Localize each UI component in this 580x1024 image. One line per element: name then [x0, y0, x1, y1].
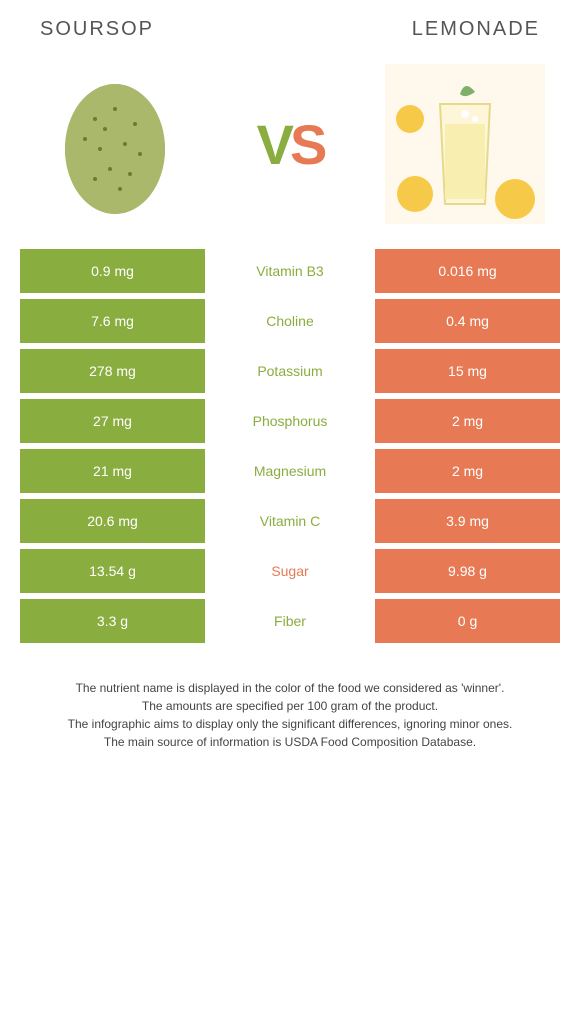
- cell-right-value: 2 mg: [375, 399, 560, 443]
- table-row: 0.9 mgVitamin B30.016 mg: [20, 249, 560, 293]
- footer-line4: The main source of information is USDA F…: [30, 733, 550, 751]
- cell-left-value: 7.6 mg: [20, 299, 205, 343]
- cell-left-value: 3.3 g: [20, 599, 205, 643]
- cell-right-value: 2 mg: [375, 449, 560, 493]
- cell-right-value: 0.016 mg: [375, 249, 560, 293]
- table-row: 20.6 mgVitamin C3.9 mg: [20, 499, 560, 543]
- cell-nutrient-name: Vitamin C: [205, 499, 375, 543]
- cell-right-value: 0.4 mg: [375, 299, 560, 343]
- footer-line3: The infographic aims to display only the…: [30, 715, 550, 733]
- cell-right-value: 0 g: [375, 599, 560, 643]
- cell-nutrient-name: Choline: [205, 299, 375, 343]
- cell-right-value: 9.98 g: [375, 549, 560, 593]
- cell-left-value: 27 mg: [20, 399, 205, 443]
- title-left: Soursop: [40, 18, 154, 41]
- vs-label: VS: [257, 112, 324, 177]
- footer-notes: The nutrient name is displayed in the co…: [0, 649, 580, 771]
- cell-nutrient-name: Vitamin B3: [205, 249, 375, 293]
- table-row: 27 mgPhosphorus2 mg: [20, 399, 560, 443]
- title-right: Lemonade: [412, 18, 540, 41]
- soursop-image: [30, 59, 200, 229]
- cell-right-value: 3.9 mg: [375, 499, 560, 543]
- header: Soursop Lemonade: [0, 0, 580, 49]
- footer-line1: The nutrient name is displayed in the co…: [30, 679, 550, 697]
- table-row: 278 mgPotassium15 mg: [20, 349, 560, 393]
- footer-line2: The amounts are specified per 100 gram o…: [30, 697, 550, 715]
- table-row: 7.6 mgCholine0.4 mg: [20, 299, 560, 343]
- cell-nutrient-name: Fiber: [205, 599, 375, 643]
- cell-left-value: 278 mg: [20, 349, 205, 393]
- table-row: 3.3 gFiber0 g: [20, 599, 560, 643]
- lemonade-image: [380, 59, 550, 229]
- vs-s: S: [290, 113, 323, 176]
- cell-nutrient-name: Phosphorus: [205, 399, 375, 443]
- table-row: 13.54 gSugar9.98 g: [20, 549, 560, 593]
- cell-right-value: 15 mg: [375, 349, 560, 393]
- table-row: 21 mgMagnesium2 mg: [20, 449, 560, 493]
- cell-left-value: 13.54 g: [20, 549, 205, 593]
- cell-left-value: 20.6 mg: [20, 499, 205, 543]
- vs-v: V: [257, 113, 290, 176]
- cell-nutrient-name: Sugar: [205, 549, 375, 593]
- cell-nutrient-name: Magnesium: [205, 449, 375, 493]
- nutrient-table: 0.9 mgVitamin B30.016 mg 7.6 mgCholine0.4…: [0, 249, 580, 643]
- cell-left-value: 21 mg: [20, 449, 205, 493]
- images-row: VS: [0, 49, 580, 249]
- cell-nutrient-name: Potassium: [205, 349, 375, 393]
- cell-left-value: 0.9 mg: [20, 249, 205, 293]
